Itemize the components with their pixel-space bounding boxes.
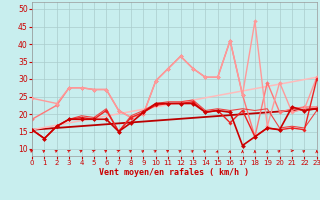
X-axis label: Vent moyen/en rafales ( km/h ): Vent moyen/en rafales ( km/h ) xyxy=(100,168,249,177)
